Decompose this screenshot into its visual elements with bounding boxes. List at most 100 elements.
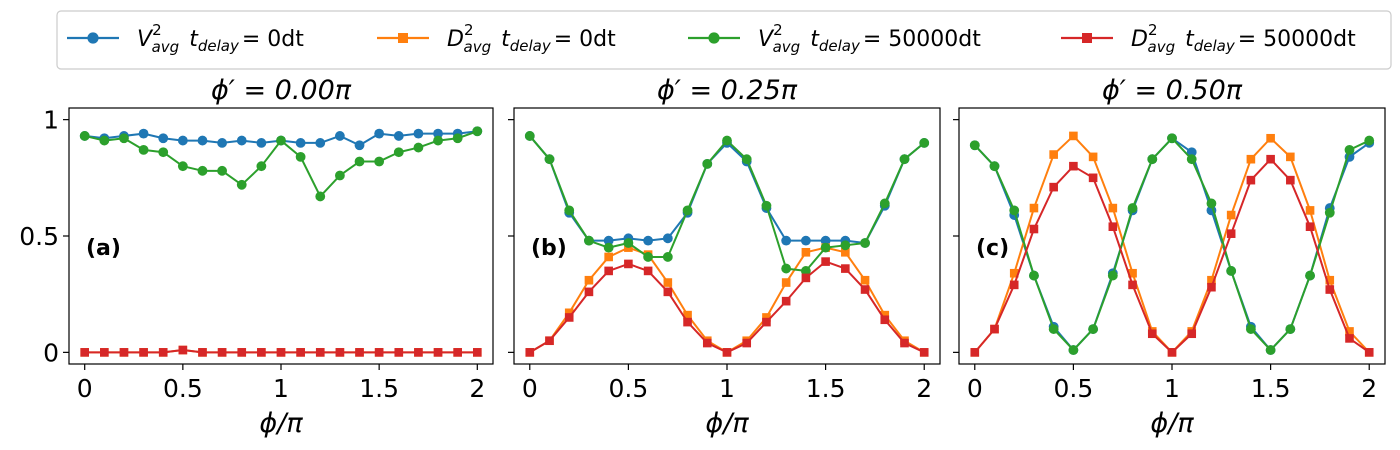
data-point — [604, 266, 613, 276]
data-point — [276, 135, 286, 146]
panel-a: ϕ′ = 0.00π 0 0.5 1 1.5 2 0 0.5 1 ϕ/π (a) — [19, 75, 494, 439]
x-tick-label: 0 — [522, 374, 538, 403]
data-point — [683, 317, 692, 327]
data-point — [1049, 182, 1058, 192]
data-point — [800, 266, 811, 276]
data-point — [1187, 329, 1197, 339]
data-point — [217, 165, 228, 176]
data-point — [236, 135, 247, 146]
legend-marker — [398, 33, 408, 43]
panel-title: ϕ′ = 0.50π — [1102, 75, 1243, 106]
data-point — [217, 138, 228, 148]
data-point — [781, 235, 792, 246]
data-point — [1305, 270, 1315, 281]
data-point — [1088, 324, 1099, 334]
data-point — [158, 147, 169, 158]
data-point — [564, 313, 574, 322]
legend-entry-1: V2 avg tdelay = 0dt — [67, 21, 304, 56]
data-point — [584, 287, 594, 297]
data-point — [545, 336, 554, 346]
data-point — [544, 154, 555, 165]
panel-c: ϕ′ = 0.50π 0 0.5 1 1.5 2 ϕ/π (c) — [953, 75, 1386, 439]
data-point — [413, 142, 424, 153]
data-point — [1088, 152, 1098, 162]
data-point — [433, 348, 443, 357]
data-point — [177, 161, 188, 172]
data-point — [315, 348, 325, 357]
series-3 — [969, 133, 1375, 355]
data-point — [276, 348, 286, 357]
x-tick-label: 0.5 — [609, 374, 649, 403]
data-point — [722, 135, 732, 146]
series-4 — [970, 154, 1374, 357]
x-tick-label: 2 — [1361, 374, 1377, 403]
data-point — [1009, 205, 1020, 216]
data-point — [1286, 152, 1295, 162]
data-point — [452, 133, 463, 144]
data-point — [177, 135, 188, 146]
data-point — [315, 138, 326, 148]
data-point — [762, 317, 771, 327]
data-point — [256, 161, 267, 172]
data-point — [624, 259, 633, 269]
data-point — [217, 348, 227, 357]
data-point — [643, 266, 653, 276]
data-point — [138, 128, 149, 139]
data-point — [158, 133, 169, 144]
data-point — [800, 235, 811, 246]
data-point — [1285, 324, 1296, 334]
x-tick-label: 1 — [1164, 374, 1180, 403]
series-line — [974, 158, 1370, 354]
data-point — [1325, 275, 1335, 285]
data-point — [919, 138, 930, 148]
data-point — [840, 240, 851, 251]
data-point — [335, 348, 345, 357]
data-point — [564, 308, 574, 318]
data-point — [236, 179, 247, 190]
legend: V2 avg tdelay = 0dt D2 avg tdelay = 0dt V2 avg tde… — [56, 10, 1392, 70]
data-point — [80, 348, 90, 357]
data-point — [334, 170, 345, 181]
data-point — [178, 345, 188, 355]
data-point — [414, 348, 423, 357]
data-point — [781, 296, 791, 306]
data-point — [820, 242, 831, 253]
data-point — [880, 310, 890, 320]
legend-label: V2 avg tdelay = 50000dt — [758, 21, 981, 56]
data-point — [138, 144, 149, 155]
data-point — [880, 315, 890, 325]
series-line — [974, 137, 1370, 352]
legend-entry-3: V2 avg tdelay = 50000dt — [688, 21, 981, 56]
data-point — [472, 348, 482, 357]
series-1 — [969, 133, 1375, 355]
data-point — [1009, 280, 1019, 290]
data-point — [1305, 222, 1315, 231]
series-line — [529, 260, 925, 354]
legend-label: V2 avg tdelay = 0dt — [137, 21, 304, 56]
data-point — [741, 154, 752, 165]
data-point — [1226, 229, 1236, 238]
legend-frame — [56, 10, 1392, 70]
data-point — [1128, 280, 1137, 290]
data-point — [79, 131, 90, 141]
data-point — [860, 238, 870, 248]
data-point — [821, 257, 830, 266]
data-point — [100, 348, 109, 357]
data-point — [1127, 203, 1138, 213]
series-line — [529, 135, 925, 244]
data-point — [662, 233, 673, 244]
data-point — [295, 151, 306, 162]
x-tick-label: 1.5 — [359, 374, 399, 403]
data-point — [1147, 154, 1158, 165]
data-point — [1266, 154, 1275, 164]
data-point — [1069, 161, 1078, 171]
data-point — [1344, 144, 1355, 155]
legend-entry-4: D2 avg tdelay = 50000dt — [1061, 21, 1356, 56]
x-tick-label: 1.5 — [806, 374, 846, 403]
data-point — [1246, 175, 1256, 185]
data-point — [1345, 327, 1354, 336]
data-point — [860, 285, 870, 294]
data-point — [1029, 224, 1039, 234]
data-point — [1088, 173, 1098, 183]
data-point — [989, 161, 1000, 172]
